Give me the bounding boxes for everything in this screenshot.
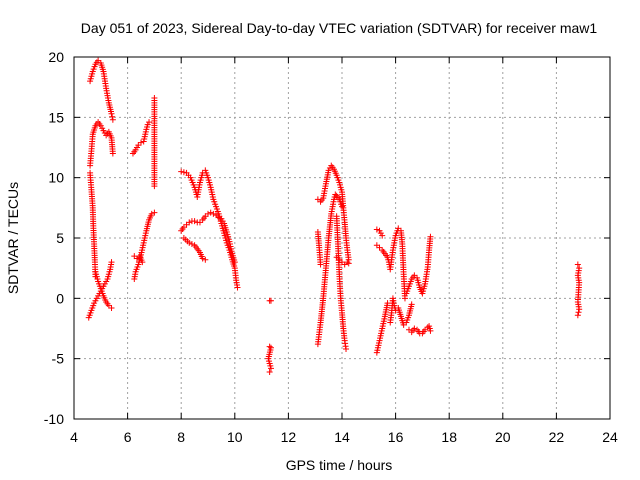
data-point <box>576 306 583 313</box>
data-point <box>109 150 116 157</box>
data-point <box>151 183 158 190</box>
axis-ticks <box>73 56 611 420</box>
data-point <box>210 210 217 217</box>
data-point <box>234 284 241 291</box>
data-point <box>574 261 581 268</box>
data-point <box>344 259 351 266</box>
x-axis-label: GPS time / hours <box>286 457 393 473</box>
data-point <box>191 218 198 225</box>
data-point <box>575 309 582 316</box>
data-point <box>148 210 155 217</box>
data-point <box>108 110 115 117</box>
data-point <box>266 368 273 375</box>
data-points <box>85 57 583 375</box>
data-point <box>401 295 408 302</box>
chart-title: Day 051 of 2023, Sidereal Day-to-day VTE… <box>81 20 598 36</box>
data-point <box>109 113 116 120</box>
data-point <box>339 203 345 210</box>
y-tick-label: 10 <box>48 170 64 186</box>
data-point <box>379 232 386 239</box>
data-point <box>139 259 146 266</box>
data-point <box>138 139 144 146</box>
y-axis-label: SDTVAR / TECUs <box>5 182 21 294</box>
data-point <box>266 343 273 350</box>
y-tick-labels: -10 -5 0 5 10 15 20 <box>44 49 64 427</box>
y-tick-label: 20 <box>48 49 64 65</box>
y-tick-label: 5 <box>56 230 64 246</box>
y-tick-label: 0 <box>56 290 64 306</box>
data-point <box>267 297 274 304</box>
data-point <box>231 259 238 266</box>
data-point <box>574 312 581 319</box>
data-point <box>343 346 350 353</box>
x-tick-label: 8 <box>177 429 185 445</box>
x-tick-label: 6 <box>124 429 132 445</box>
data-point <box>411 325 418 332</box>
data-point <box>180 169 187 176</box>
data-point <box>345 260 352 267</box>
data-point <box>186 219 193 226</box>
x-tick-label: 4 <box>70 429 78 445</box>
data-point <box>332 191 339 198</box>
data-point <box>215 214 222 221</box>
x-tick-label: 18 <box>441 429 457 445</box>
data-point <box>186 239 193 246</box>
data-point <box>202 256 209 263</box>
data-point <box>408 301 415 308</box>
x-tick-label: 14 <box>334 429 350 445</box>
data-point <box>188 241 195 248</box>
data-point <box>146 119 153 126</box>
y-tick-label: -10 <box>44 411 64 427</box>
data-point <box>267 365 274 372</box>
data-point <box>108 304 115 311</box>
x-tick-label: 10 <box>227 429 243 445</box>
data-point <box>108 259 115 266</box>
data-point <box>151 209 158 216</box>
x-tick-label: 24 <box>602 429 618 445</box>
data-point <box>205 210 211 217</box>
x-tick-label: 22 <box>549 429 565 445</box>
data-point <box>109 116 116 123</box>
x-tick-labels: 4 6 8 10 12 14 16 18 20 22 24 <box>70 429 618 445</box>
data-point <box>178 168 185 175</box>
data-point <box>427 233 434 240</box>
y-tick-label: -5 <box>52 351 65 367</box>
data-point <box>199 255 206 262</box>
y-tick-label: 15 <box>48 109 64 125</box>
x-tick-label: 16 <box>388 429 404 445</box>
x-tick-label: 12 <box>281 429 297 445</box>
data-point <box>373 226 380 233</box>
data-point <box>427 327 434 334</box>
data-point <box>207 209 214 216</box>
data-point <box>317 261 324 268</box>
x-tick-label: 20 <box>495 429 511 445</box>
